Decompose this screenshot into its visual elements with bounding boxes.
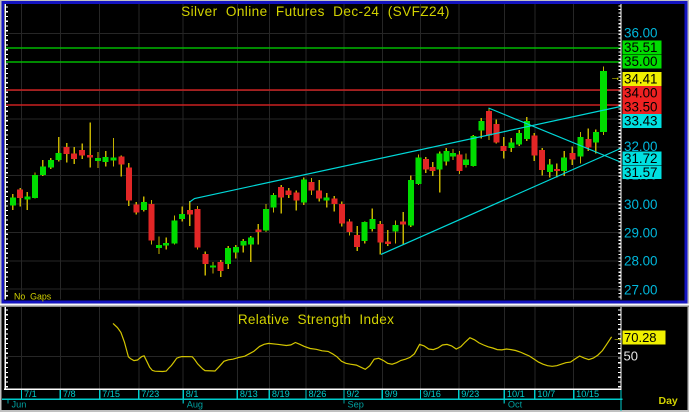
- svg-text:28.00: 28.00: [624, 254, 658, 269]
- svg-text:10/1: 10/1: [507, 389, 525, 399]
- svg-text:Sep: Sep: [348, 400, 364, 410]
- svg-text:33.43: 33.43: [624, 114, 658, 129]
- svg-text:7/1: 7/1: [24, 389, 37, 399]
- svg-text:34.41: 34.41: [624, 72, 658, 87]
- svg-text:8/13: 8/13: [240, 389, 258, 399]
- svg-text:Day: Day: [659, 395, 678, 407]
- svg-text:No Gaps: No Gaps: [14, 292, 52, 302]
- svg-text:10/7: 10/7: [537, 389, 555, 399]
- svg-text:7/15: 7/15: [102, 389, 120, 399]
- svg-text:→: →: [610, 71, 621, 83]
- svg-text:33.50: 33.50: [624, 100, 658, 115]
- svg-text:27.00: 27.00: [624, 283, 658, 298]
- svg-text:7/23: 7/23: [141, 389, 159, 399]
- svg-text:29.00: 29.00: [624, 226, 658, 241]
- svg-text:35.00: 35.00: [624, 54, 658, 69]
- svg-text:70.28: 70.28: [624, 330, 657, 345]
- svg-text:31.72: 31.72: [624, 151, 658, 166]
- svg-text:8/26: 8/26: [309, 389, 327, 399]
- svg-text:8/19: 8/19: [272, 389, 290, 399]
- svg-text:9/9: 9/9: [385, 389, 398, 399]
- svg-text:8/1: 8/1: [186, 389, 199, 399]
- svg-text:32.00: 32.00: [624, 139, 658, 154]
- svg-text:Aug: Aug: [187, 400, 203, 410]
- svg-text:9/16: 9/16: [423, 389, 441, 399]
- svg-text:34.00: 34.00: [624, 86, 658, 101]
- svg-text:30.00: 30.00: [624, 197, 658, 212]
- svg-text:9/23: 9/23: [461, 389, 479, 399]
- svg-text:→: →: [613, 332, 624, 344]
- svg-text:9/2: 9/2: [347, 389, 360, 399]
- svg-text:36.00: 36.00: [624, 26, 658, 41]
- svg-text:31.57: 31.57: [624, 165, 658, 180]
- svg-text:Silver Online Futures Dec-2: Silver Online Futures Dec-24 (SVFZ24): [181, 4, 450, 19]
- svg-text:Oct: Oct: [508, 400, 523, 410]
- svg-text:Jun: Jun: [12, 400, 27, 410]
- svg-text:Relative Strength Index: Relative Strength Index: [238, 312, 394, 327]
- svg-text:7/8: 7/8: [63, 389, 76, 399]
- svg-text:10/15: 10/15: [576, 389, 599, 399]
- svg-text:50: 50: [624, 348, 638, 363]
- svg-text:35.51: 35.51: [624, 40, 658, 55]
